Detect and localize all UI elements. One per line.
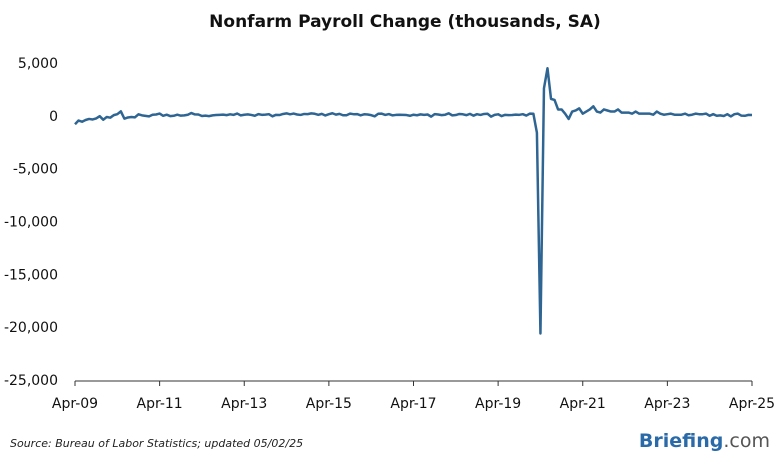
y-tick-label: -25,000 <box>4 373 58 389</box>
chart-title: Nonfarm Payroll Change (thousands, SA) <box>209 12 601 32</box>
y-tick-label: -15,000 <box>4 267 58 283</box>
x-tick-label: Apr-11 <box>137 396 183 412</box>
x-tick-label: Apr-15 <box>306 396 352 412</box>
y-tick-label: -10,000 <box>4 215 58 231</box>
x-tick-label: Apr-17 <box>390 396 436 412</box>
y-tick-label: -5,000 <box>13 162 58 178</box>
y-tick-label: 5,000 <box>18 56 58 72</box>
x-tick-label: Apr-09 <box>52 396 98 412</box>
y-tick-label: -20,000 <box>4 320 58 336</box>
x-tick-label: Apr-25 <box>729 396 775 412</box>
x-tick-label: Apr-19 <box>475 396 521 412</box>
x-tick-label: Apr-13 <box>221 396 267 412</box>
x-tick-label: Apr-21 <box>560 396 606 412</box>
data-line <box>74 66 753 335</box>
source-note: Source: Bureau of Labor Statistics; upda… <box>10 437 303 450</box>
brand-name: Briefing <box>639 430 723 452</box>
y-tick-label: 0 <box>49 109 58 125</box>
brand-logo: Briefing.com <box>639 430 770 452</box>
brand-suffix: .com <box>723 430 770 452</box>
x-tick-label: Apr-23 <box>644 396 690 412</box>
